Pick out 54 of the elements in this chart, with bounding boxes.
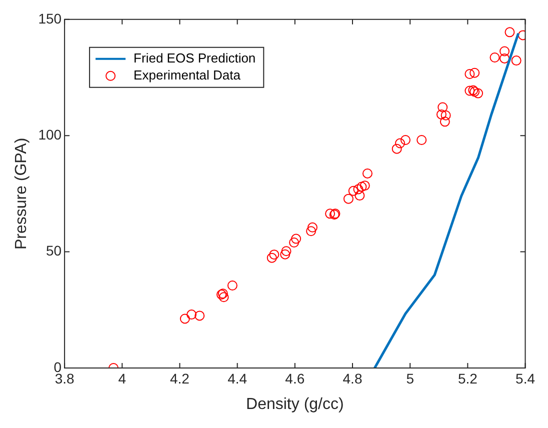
point	[464, 69, 475, 80]
point	[511, 56, 522, 66]
point	[490, 52, 500, 63]
point	[400, 135, 410, 146]
x-tick-label: 4.2	[170, 370, 190, 386]
x-tick-label: 5	[406, 370, 414, 386]
point	[280, 249, 290, 260]
x-tick-label: 4.4	[228, 370, 248, 386]
point	[436, 109, 446, 120]
point	[440, 110, 451, 120]
y-tick-label: 150	[38, 10, 62, 26]
point	[306, 226, 316, 236]
point	[504, 27, 515, 38]
point	[266, 252, 277, 263]
point	[500, 53, 510, 64]
point	[362, 168, 372, 178]
point	[343, 194, 354, 204]
point	[307, 222, 318, 232]
legend-label: Fried EOS Prediction	[134, 50, 256, 66]
point	[281, 246, 292, 256]
point	[180, 314, 190, 324]
point	[473, 88, 484, 98]
point	[464, 86, 475, 96]
y-tick-label: 100	[38, 126, 62, 142]
y-axis-title: Pressure (GPA)	[13, 138, 30, 250]
point	[395, 138, 406, 148]
point	[325, 208, 336, 219]
point	[218, 292, 229, 302]
x-tick-label: 5.2	[458, 370, 478, 386]
point	[289, 238, 300, 248]
y-tick-label: 0	[54, 358, 62, 375]
x-tick-label: 4	[118, 370, 126, 386]
point	[440, 116, 450, 127]
point	[269, 250, 280, 260]
y-tick-label: 50	[46, 242, 62, 259]
point	[227, 280, 238, 290]
x-tick-label: 5.4	[516, 370, 536, 386]
point	[194, 310, 205, 321]
x-tick-label: 4.6	[285, 370, 305, 386]
point	[360, 180, 370, 191]
point	[470, 68, 480, 78]
point	[500, 46, 510, 56]
point	[392, 144, 402, 154]
point	[356, 182, 367, 192]
x-axis-title: Density (g/cc)	[246, 396, 344, 413]
point	[348, 186, 358, 196]
x-tick-label: 4.8	[342, 370, 362, 386]
point	[438, 102, 448, 112]
point	[186, 310, 197, 320]
legend-label: Experimental Data	[134, 67, 242, 82]
point	[416, 135, 427, 146]
point	[291, 234, 302, 244]
point	[354, 190, 365, 201]
point	[353, 184, 364, 194]
